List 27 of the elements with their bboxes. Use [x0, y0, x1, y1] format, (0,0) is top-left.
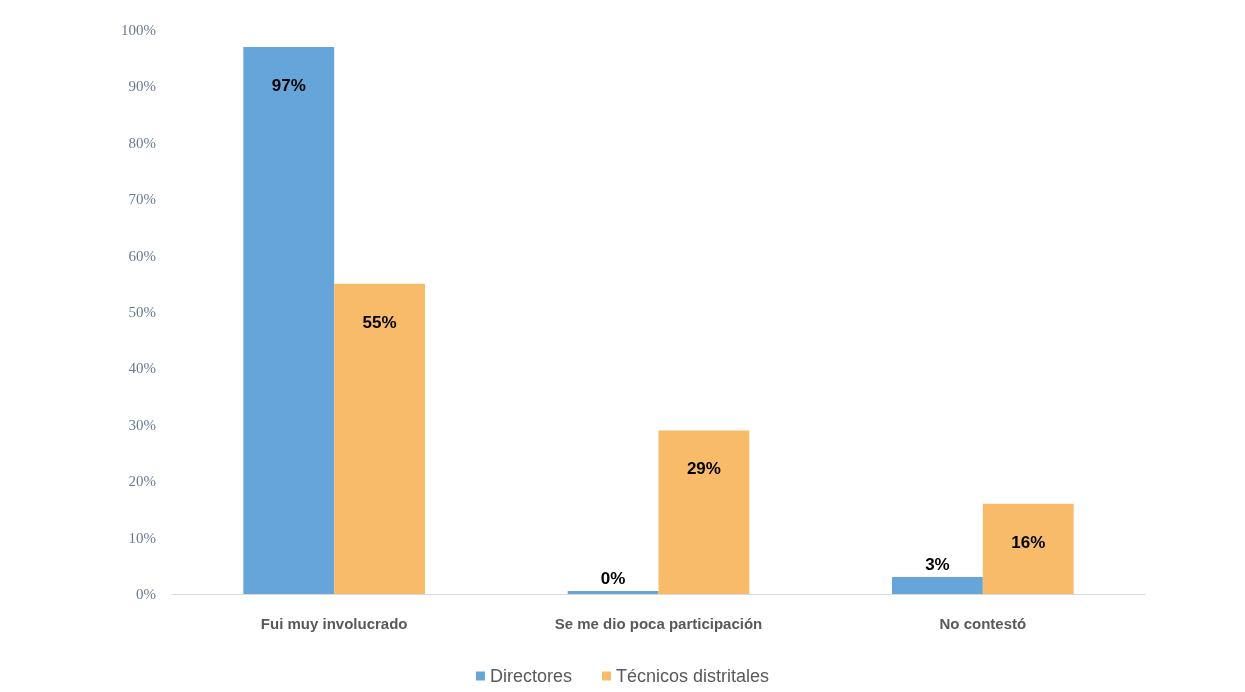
- bar: [658, 430, 750, 594]
- y-tick-label: 20%: [128, 473, 156, 490]
- data-label: 55%: [362, 312, 397, 332]
- y-tick-label: 10%: [128, 529, 156, 546]
- y-tick-label: 30%: [128, 416, 156, 433]
- x-tick-label: Fui muy involucrado: [260, 615, 408, 632]
- legend-label: Directores: [489, 666, 572, 686]
- y-tick-label: 50%: [128, 304, 156, 320]
- x-tick-label: No contestó: [939, 615, 1027, 632]
- legend-label: Técnicos distritales: [615, 666, 770, 686]
- data-label: 0%: [600, 569, 626, 588]
- y-tick-label: 70%: [128, 191, 156, 208]
- data-label: 3%: [925, 555, 950, 575]
- y-tick-label: 90%: [128, 78, 156, 95]
- bar: [334, 283, 425, 594]
- bar: [243, 46, 335, 594]
- data-label: 16%: [1011, 532, 1046, 552]
- x-tick-label: Se me dio poca participación: [554, 615, 763, 632]
- y-tick-label: 0%: [136, 586, 156, 602]
- bar: [892, 577, 983, 594]
- data-label: 29%: [686, 459, 721, 479]
- y-tick-label: 60%: [128, 247, 156, 264]
- y-tick-label: 100%: [121, 22, 156, 38]
- y-tick-label: 40%: [128, 360, 156, 377]
- data-label: 97%: [271, 75, 306, 95]
- bar: [982, 503, 1074, 594]
- y-tick-label: 80%: [128, 134, 156, 151]
